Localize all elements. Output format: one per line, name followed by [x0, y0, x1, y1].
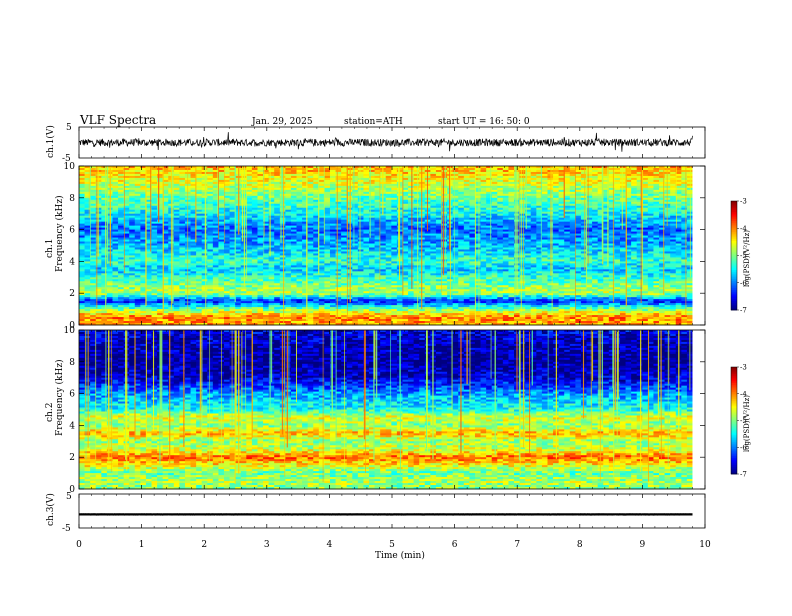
ch1-waveform-panel: ch.1(V) 5 -5 — [45, 123, 705, 164]
date-label: Jan. 29, 2025 — [251, 117, 313, 127]
ch1-ytick-top: 5 — [66, 123, 72, 133]
start-time-label: start UT = 16: 50: 0 — [438, 117, 530, 127]
ch1-ylabel: ch.1(V) — [45, 125, 56, 158]
figure-title: VLF Spectra — [79, 113, 156, 127]
station-label: station=ATH — [344, 117, 403, 127]
